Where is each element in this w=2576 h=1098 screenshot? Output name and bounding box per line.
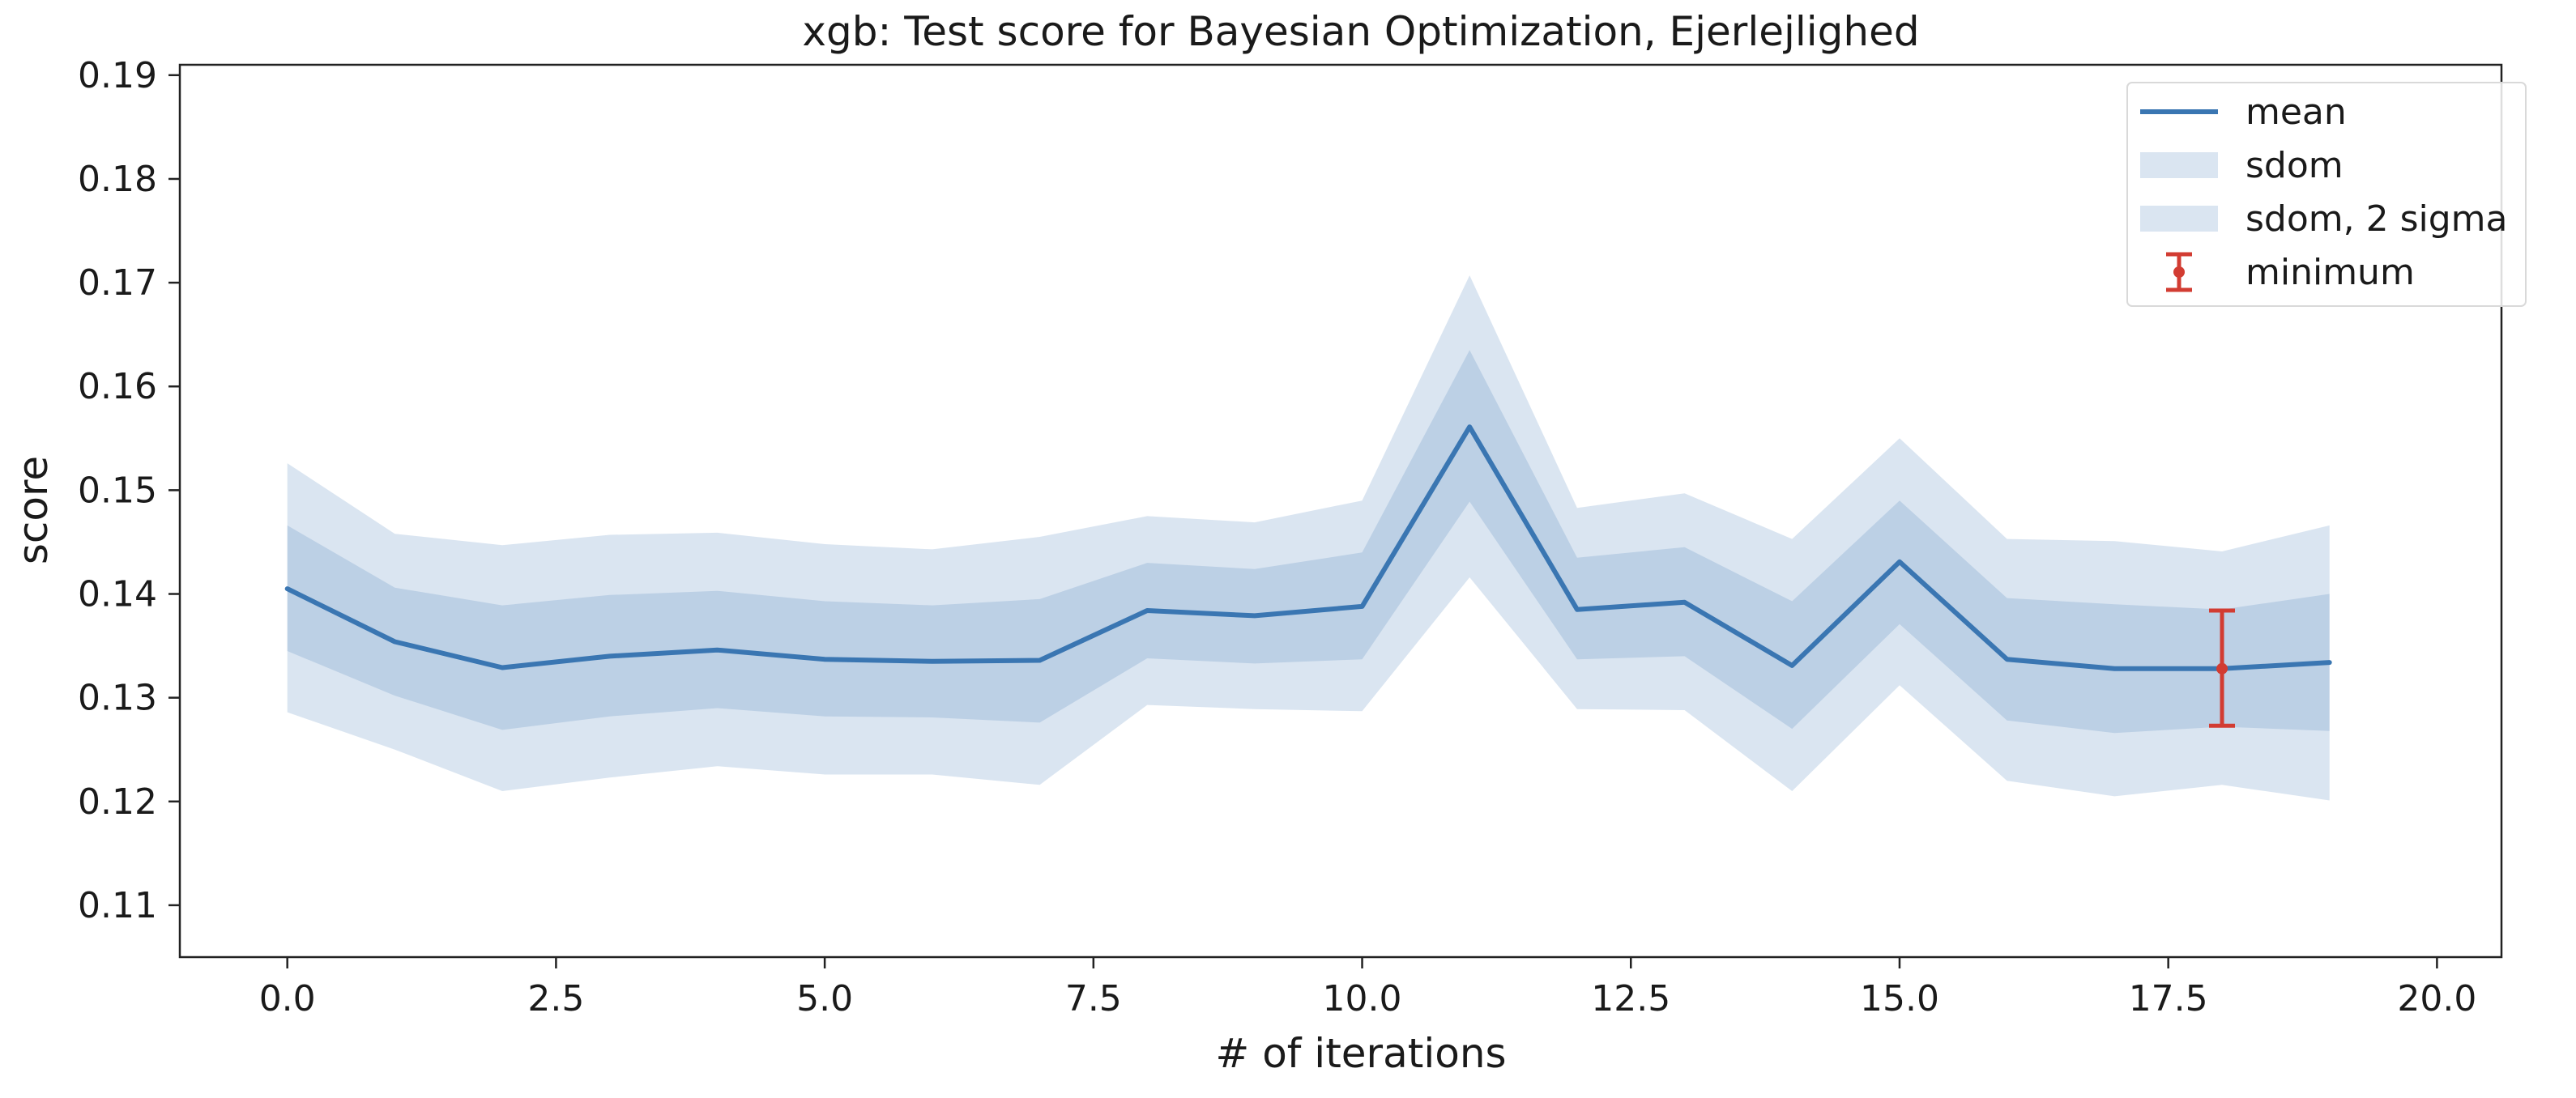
y-tick-label: 0.15 xyxy=(78,470,157,511)
legend-label: sdom xyxy=(2245,145,2344,186)
legend-entry-sdom: sdom xyxy=(2140,145,2344,186)
errorbar-minimum xyxy=(2209,608,2236,728)
x-tick-label: 15.0 xyxy=(1860,978,1939,1019)
legend: mean sdom sdom, 2 sigma minimum xyxy=(2126,82,2527,307)
y-tick-label: 0.17 xyxy=(78,262,157,304)
x-tick-label: 0.0 xyxy=(259,978,316,1019)
legend-swatch-band xyxy=(2140,206,2218,232)
legend-label: mean xyxy=(2245,92,2347,133)
x-tick-label: 10.0 xyxy=(1323,978,1402,1019)
x-axis-ticks: 0.0 2.5 5.0 7.5 10.0 12.5 15.0 17.5 20.0 xyxy=(259,957,2476,1019)
legend-frame xyxy=(2126,82,2527,307)
legend-entry-sdom-2-sigma: sdom, 2 sigma xyxy=(2140,198,2508,240)
x-tick-label: 7.5 xyxy=(1065,978,1122,1019)
legend-label: sdom, 2 sigma xyxy=(2245,198,2508,240)
legend-swatch-band xyxy=(2140,152,2218,178)
y-tick-label: 0.11 xyxy=(78,885,157,926)
y-axis-label: score xyxy=(10,456,57,564)
plot-frame xyxy=(178,63,2503,959)
band-sdom-2-sigma xyxy=(287,275,2330,801)
lines-layer xyxy=(284,424,2332,728)
y-tick-label: 0.14 xyxy=(78,574,157,615)
y-tick-label: 0.18 xyxy=(78,159,157,200)
axes-layer: 0.0 2.5 5.0 7.5 10.0 12.5 15.0 17.5 20.0 0.110.1… xyxy=(78,55,2503,1019)
legend-entry-minimum: minimum xyxy=(2166,252,2415,293)
chart-title: xgb: Test score for Bayesian Optimizatio… xyxy=(802,8,1919,55)
y-tick-label: 0.19 xyxy=(78,55,157,96)
legend-items: mean sdom sdom, 2 sigma minimum xyxy=(2140,92,2508,293)
legend-swatch-point xyxy=(2173,266,2185,278)
x-tick-label: 17.5 xyxy=(2129,978,2208,1019)
x-tick-label: 12.5 xyxy=(1591,978,1670,1019)
legend-entry-mean: mean xyxy=(2140,92,2347,133)
x-axis-label: # of iterations xyxy=(1215,1030,1506,1077)
errorbar-point xyxy=(2216,662,2228,675)
y-tick-label: 0.16 xyxy=(78,366,157,407)
y-axis-ticks: 0.11 0.12 0.13 0.14 0.15 0.16 0.17 0.18 0.19 xyxy=(78,55,180,926)
legend-label: minimum xyxy=(2245,252,2415,293)
series-line-mean xyxy=(284,424,2332,671)
x-tick-label: 5.0 xyxy=(796,978,853,1019)
y-tick-label: 0.12 xyxy=(78,781,157,823)
x-tick-label: 2.5 xyxy=(527,978,584,1019)
bands-layer xyxy=(287,275,2330,801)
x-tick-label: 20.0 xyxy=(2397,978,2476,1019)
y-tick-label: 0.13 xyxy=(78,678,157,719)
